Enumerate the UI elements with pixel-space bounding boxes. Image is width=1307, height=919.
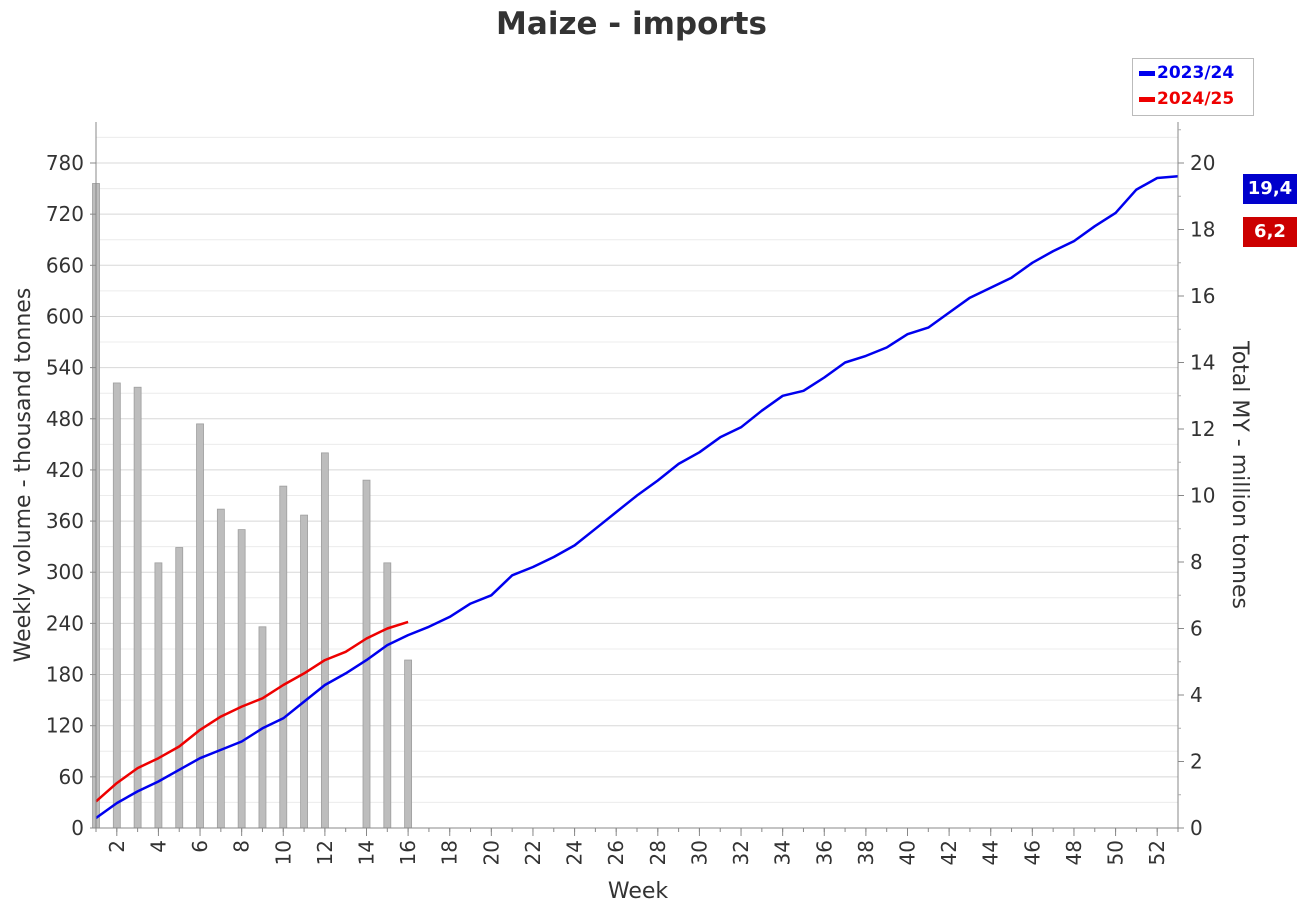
x-tick-label: 50 [1104,840,1128,865]
x-tick-label: 40 [896,840,920,865]
y-left-tick-label: 300 [46,560,84,584]
end-value-badge-2024-25: 6,2 [1243,217,1297,247]
y-right-tick-label: 14 [1190,351,1215,375]
y-right-tick-label: 10 [1190,484,1215,508]
x-tick-label: 12 [313,840,337,865]
legend-swatch-2024-25 [1139,96,1155,102]
bar-week-3 [133,386,142,829]
series-line-2024-25 [95,620,409,803]
x-tick-label: 36 [812,840,836,865]
bar-week-14 [362,479,371,829]
axes-layer: 0601201802403003604204805406006607207800… [46,122,1215,865]
x-tick-label: 24 [563,840,587,865]
y-left-tick-label: 180 [46,663,84,687]
y-right-tick-label: 4 [1190,683,1203,707]
x-tick-label: 44 [979,840,1003,865]
legend: 2023/24 2024/25 [1132,58,1254,116]
y-right-tick-label: 18 [1190,218,1215,242]
grid-layer [96,136,1178,829]
bar-week-12 [320,452,329,829]
x-tick-label: 34 [771,840,795,865]
bar-week-5 [175,547,184,829]
x-tick-label: 14 [355,840,379,865]
bar-week-8 [237,529,246,829]
x-tick-label: 48 [1062,840,1086,865]
y-left-tick-label: 360 [46,509,84,533]
y-right-tick-label: 6 [1190,617,1203,641]
bar-week-7 [216,508,225,829]
y-left-tick-label: 720 [46,202,84,226]
y-left-tick-label: 420 [46,458,84,482]
x-tick-label: 30 [687,840,711,865]
x-tick-label: 22 [521,840,545,865]
x-tick-label: 28 [646,840,670,865]
y-left-tick-label: 60 [59,765,84,789]
y-right-tick-label: 20 [1190,151,1215,175]
bar-week-2 [112,382,121,829]
y-left-tick-label: 480 [46,407,84,431]
y-left-tick-label: 780 [46,151,84,175]
bars-layer [92,183,413,829]
legend-item-2023-24: 2023/24 [1139,63,1234,83]
x-tick-label: 52 [1145,840,1169,865]
y-left-tick-label: 600 [46,304,84,328]
y-right-tick-label: 0 [1190,816,1203,840]
bar-week-6 [196,423,204,829]
y-axis-right-label: Total MY - million tonnes [1227,340,1252,609]
y-axis-left-label: Weekly volume - thousand tonnes [11,288,36,663]
y-right-tick-label: 16 [1190,284,1215,308]
bar-week-15 [383,562,392,829]
legend-label-2024-25: 2024/25 [1157,89,1235,109]
x-tick-label: 38 [854,840,878,865]
x-tick-label: 32 [729,840,753,865]
legend-label-2023-24: 2023/24 [1157,63,1235,83]
legend-swatch-2023-24 [1139,70,1155,76]
chart-title: Maize - imports [496,6,767,42]
bar-week-4 [154,562,163,829]
x-tick-label: 26 [604,840,628,865]
x-tick-label: 2 [105,840,129,853]
y-left-tick-label: 540 [46,356,84,380]
x-tick-label: 18 [438,840,462,865]
y-left-tick-label: 240 [46,611,84,635]
legend-item-2024-25: 2024/25 [1139,89,1234,109]
bar-week-10 [279,485,288,829]
y-right-tick-label: 12 [1190,417,1215,441]
x-tick-label: 10 [271,840,295,865]
x-axis-label: Week [608,879,669,904]
x-tick-label: 16 [396,840,420,865]
x-tick-label: 20 [479,840,503,865]
x-tick-label: 46 [1020,840,1044,865]
y-right-tick-label: 2 [1190,750,1203,774]
x-tick-label: 8 [230,840,254,853]
lines-layer [95,175,1179,820]
series-line-2023-24 [95,175,1179,820]
y-right-tick-label: 8 [1190,550,1203,574]
bar-week-16 [404,659,413,829]
x-tick-label: 4 [146,840,170,853]
x-tick-label: 6 [188,840,212,853]
end-value-badge-2023-24: 19,4 [1243,174,1297,204]
y-left-tick-label: 660 [46,253,84,277]
y-left-tick-label: 0 [71,816,84,840]
y-left-tick-label: 120 [46,714,84,738]
x-tick-label: 42 [937,840,961,865]
